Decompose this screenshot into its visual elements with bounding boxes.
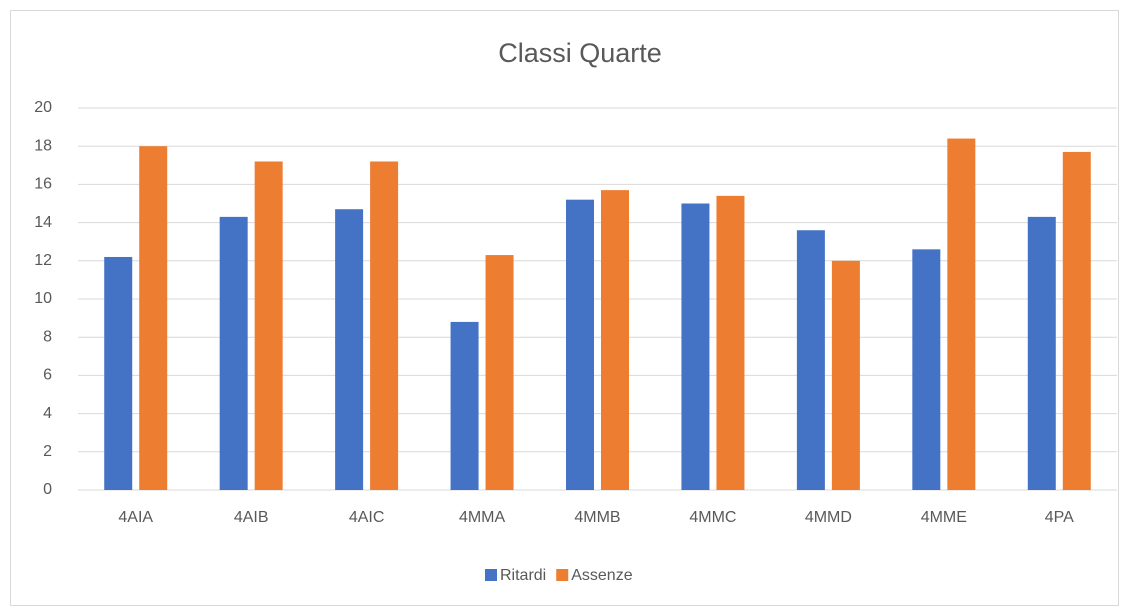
bar bbox=[947, 138, 976, 490]
x-tick-label: 4AIC bbox=[349, 509, 385, 526]
bar bbox=[370, 161, 399, 491]
y-tick-label: 14 bbox=[34, 214, 52, 231]
x-tick-label: 4MMB bbox=[574, 509, 620, 526]
legend-label: Assenze bbox=[571, 567, 632, 584]
y-tick-label: 16 bbox=[34, 176, 52, 193]
y-tick-label: 2 bbox=[43, 443, 52, 460]
legend-label: Ritardi bbox=[500, 567, 546, 584]
bar bbox=[1027, 216, 1056, 490]
bar bbox=[254, 161, 283, 491]
bar bbox=[912, 249, 941, 490]
bar bbox=[485, 255, 514, 490]
x-tick-label: 4MMD bbox=[805, 509, 852, 526]
bar bbox=[566, 199, 594, 490]
bar bbox=[219, 216, 248, 490]
y-tick-label: 0 bbox=[43, 481, 52, 498]
bar bbox=[450, 321, 479, 490]
bar bbox=[796, 230, 825, 491]
y-tick-label: 10 bbox=[34, 290, 52, 307]
x-tick-label: 4MMA bbox=[459, 509, 506, 526]
bar bbox=[1062, 151, 1091, 490]
x-tick-label: 4MME bbox=[921, 509, 967, 526]
chart-title: Classi Quarte bbox=[498, 38, 662, 68]
bar bbox=[104, 256, 133, 490]
y-tick-label: 8 bbox=[43, 328, 52, 345]
bar bbox=[716, 195, 745, 491]
y-tick-label: 4 bbox=[43, 405, 52, 422]
x-tick-label: 4AIA bbox=[118, 509, 153, 526]
legend-swatch bbox=[556, 569, 569, 581]
y-tick-label: 18 bbox=[34, 137, 52, 154]
x-tick-label: 4AIB bbox=[234, 509, 269, 526]
bar bbox=[681, 203, 710, 490]
bar bbox=[139, 146, 168, 490]
y-tick-label: 6 bbox=[43, 367, 52, 384]
x-tick-label: 4MMC bbox=[689, 509, 736, 526]
x-tick-label: 4PA bbox=[1045, 509, 1074, 526]
y-tick-label: 20 bbox=[34, 99, 52, 116]
bar bbox=[831, 260, 860, 490]
bar bbox=[335, 209, 364, 491]
y-tick-label: 12 bbox=[34, 252, 52, 269]
legend-swatch bbox=[485, 569, 497, 581]
bar bbox=[601, 190, 629, 490]
